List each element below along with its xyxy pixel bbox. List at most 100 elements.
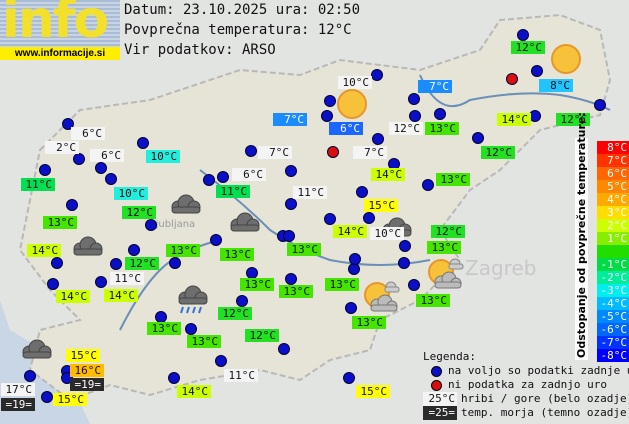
data-source: Vir podatkov: ARSO <box>124 42 276 58</box>
scale-band: -1°C <box>597 258 629 271</box>
temperature-label: 2°C <box>45 141 79 154</box>
temperature-label: 6°C <box>232 168 266 181</box>
temperature-label: 13°C <box>220 248 254 261</box>
station-dot[interactable] <box>409 110 421 122</box>
station-dot[interactable] <box>203 174 215 186</box>
temperature-label: 13°C <box>187 335 221 348</box>
station-dot[interactable] <box>372 133 384 145</box>
station-dot[interactable] <box>321 110 333 122</box>
station-dot[interactable] <box>39 164 51 176</box>
station-dot[interactable] <box>531 65 543 77</box>
temperature-label: =19= <box>1 398 35 411</box>
temperature-label: 12°C <box>511 41 545 54</box>
scale-band: 1°C <box>597 232 629 245</box>
temperature-label: 13°C <box>43 216 77 229</box>
temperature-label: 14°C <box>177 385 211 398</box>
station-dot[interactable] <box>215 355 227 367</box>
temperature-label: 12°C <box>556 113 590 126</box>
station-dot[interactable] <box>434 108 446 120</box>
station-dot-no-data[interactable] <box>506 73 518 85</box>
temperature-label: 15°C <box>364 199 398 212</box>
scale-band: 6°C <box>597 167 629 180</box>
station-dot[interactable] <box>217 171 229 183</box>
temperature-label: 7°C <box>258 146 292 159</box>
scale-band: 2°C <box>597 219 629 232</box>
station-dot[interactable] <box>95 162 107 174</box>
station-dot[interactable] <box>24 370 36 382</box>
temperature-label: 14°C <box>333 225 367 238</box>
station-dot[interactable] <box>168 372 180 384</box>
temperature-label: 14°C <box>56 290 90 303</box>
station-dot[interactable] <box>105 173 117 185</box>
station-dot[interactable] <box>73 153 85 165</box>
station-dot[interactable] <box>128 244 140 256</box>
station-dot[interactable] <box>408 93 420 105</box>
station-dot[interactable] <box>95 276 107 288</box>
temperature-label: 11°C <box>21 178 55 191</box>
station-dot[interactable] <box>245 145 257 157</box>
temperature-label: 10°C <box>114 187 148 200</box>
station-dot-no-data[interactable] <box>327 146 339 158</box>
station-dot[interactable] <box>517 29 529 41</box>
logo[interactable]: info www.informacije.si <box>0 0 120 60</box>
station-dot[interactable] <box>110 258 122 270</box>
station-dot[interactable] <box>285 273 297 285</box>
temperature-label: 14°C <box>371 168 405 181</box>
temperature-label: 13°C <box>147 322 181 335</box>
station-dot[interactable] <box>324 95 336 107</box>
temperature-label: 7°C <box>418 80 452 93</box>
station-dot[interactable] <box>283 230 295 242</box>
temperature-label: 8°C <box>539 79 573 92</box>
station-dot[interactable] <box>278 343 290 355</box>
scale-band <box>597 245 629 258</box>
temperature-label: 11°C <box>224 369 258 382</box>
temperature-label: 13°C <box>427 241 461 254</box>
temperature-label: 15°C <box>66 349 100 362</box>
station-dot[interactable] <box>51 257 63 269</box>
scale-band: 4°C <box>597 193 629 206</box>
mountain-sample: 25°C <box>423 392 457 406</box>
station-dot[interactable] <box>349 253 361 265</box>
temperature-label: 13°C <box>166 244 200 257</box>
temperature-label: 13°C <box>325 278 359 291</box>
station-dot[interactable] <box>185 323 197 335</box>
station-dot[interactable] <box>66 199 78 211</box>
station-dot[interactable] <box>343 372 355 384</box>
station-dot[interactable] <box>398 257 410 269</box>
station-dot[interactable] <box>145 219 157 231</box>
station-dot[interactable] <box>408 279 420 291</box>
temperature-label: 14°C <box>104 289 138 302</box>
station-dot[interactable] <box>324 213 336 225</box>
temperature-label: 10°C <box>370 227 404 240</box>
station-dot[interactable] <box>210 234 222 246</box>
station-dot[interactable] <box>363 212 375 224</box>
temperature-label: 11°C <box>110 272 144 285</box>
station-dot[interactable] <box>594 99 606 111</box>
temperature-label: 11°C <box>293 186 327 199</box>
station-dot[interactable] <box>356 186 368 198</box>
station-dot[interactable] <box>169 257 181 269</box>
legend-sea: temp. morja (temno ozadje) <box>461 406 629 419</box>
station-dot[interactable] <box>285 165 297 177</box>
temperature-label: 16°C <box>70 364 104 377</box>
sun-cloud-icon <box>357 279 401 319</box>
station-dot[interactable] <box>472 132 484 144</box>
station-dot[interactable] <box>422 179 434 191</box>
temperature-label: 13°C <box>352 316 386 329</box>
logo-url[interactable]: www.informacije.si <box>0 47 120 60</box>
temperature-label: 10°C <box>338 76 372 89</box>
station-dot[interactable] <box>47 278 59 290</box>
temperature-label: 7°C <box>353 146 387 159</box>
station-dot[interactable] <box>399 240 411 252</box>
sun-icon <box>548 41 584 81</box>
cloud-icon <box>66 233 110 263</box>
station-dot[interactable] <box>285 198 297 210</box>
station-dot[interactable] <box>345 302 357 314</box>
station-dot[interactable] <box>137 137 149 149</box>
scale-title: Odstopanje od povprečne temperature: <box>575 112 588 360</box>
station-dot[interactable] <box>41 391 53 403</box>
station-dot[interactable] <box>371 69 383 81</box>
station-dot[interactable] <box>236 295 248 307</box>
